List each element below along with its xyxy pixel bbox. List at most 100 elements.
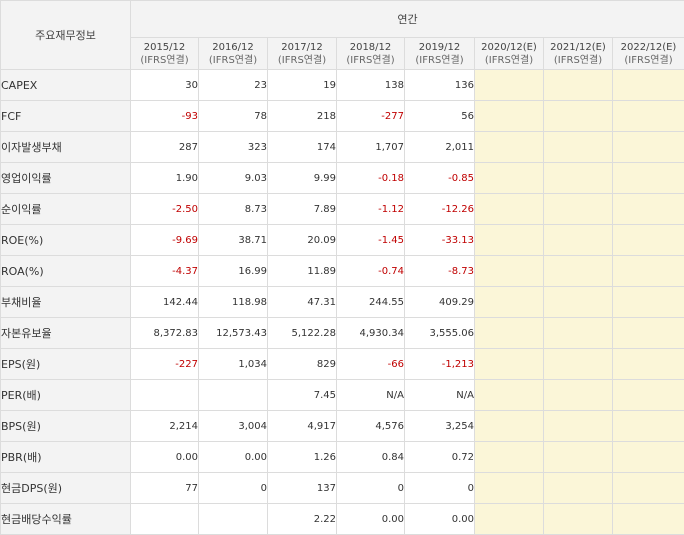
period-header: 2017/12(IFRS연결) bbox=[268, 38, 337, 70]
row-label: ROA(%) bbox=[1, 256, 131, 287]
value-cell: 137 bbox=[268, 473, 337, 504]
value-cell: 23 bbox=[199, 70, 268, 101]
estimate-cell bbox=[475, 70, 544, 101]
period-year: 2020/12(E) bbox=[475, 41, 543, 54]
corner-label: 주요재무정보 bbox=[1, 1, 131, 70]
period-header: 2018/12(IFRS연결) bbox=[337, 38, 405, 70]
row-label: PBR(배) bbox=[1, 442, 131, 473]
value-cell: 3,004 bbox=[199, 411, 268, 442]
period-basis: (IFRS연결) bbox=[199, 54, 267, 67]
value-cell: -0.85 bbox=[405, 163, 475, 194]
value-cell: 0.00 bbox=[337, 504, 405, 535]
estimate-cell bbox=[475, 349, 544, 380]
row-label: 현금배당수익률 bbox=[1, 504, 131, 535]
period-year: 2021/12(E) bbox=[544, 41, 612, 54]
period-header: 2015/12(IFRS연결) bbox=[131, 38, 199, 70]
period-basis: (IFRS연결) bbox=[337, 54, 404, 67]
period-header: 2019/12(IFRS연결) bbox=[405, 38, 475, 70]
value-cell: 47.31 bbox=[268, 287, 337, 318]
period-basis: (IFRS연결) bbox=[268, 54, 336, 67]
value-cell: 323 bbox=[199, 132, 268, 163]
period-year: 2019/12 bbox=[405, 41, 474, 54]
period-year: 2015/12 bbox=[131, 41, 198, 54]
estimate-cell bbox=[613, 70, 684, 101]
value-cell: 16.99 bbox=[199, 256, 268, 287]
value-cell: 38.71 bbox=[199, 225, 268, 256]
value-cell: 244.55 bbox=[337, 287, 405, 318]
value-cell: -4.37 bbox=[131, 256, 199, 287]
value-cell bbox=[199, 380, 268, 411]
row-label: PER(배) bbox=[1, 380, 131, 411]
value-cell: -0.74 bbox=[337, 256, 405, 287]
estimate-cell bbox=[613, 256, 684, 287]
value-cell: 9.99 bbox=[268, 163, 337, 194]
value-cell: 4,917 bbox=[268, 411, 337, 442]
value-cell: -66 bbox=[337, 349, 405, 380]
value-cell: 136 bbox=[405, 70, 475, 101]
value-cell: -277 bbox=[337, 101, 405, 132]
value-cell: 4,930.34 bbox=[337, 318, 405, 349]
value-cell bbox=[131, 380, 199, 411]
value-cell: -9.69 bbox=[131, 225, 199, 256]
estimate-cell bbox=[544, 132, 613, 163]
estimate-cell bbox=[613, 225, 684, 256]
value-cell: 829 bbox=[268, 349, 337, 380]
period-header: 2020/12(E)(IFRS연결) bbox=[475, 38, 544, 70]
row-label: 이자발생부채 bbox=[1, 132, 131, 163]
estimate-cell bbox=[475, 318, 544, 349]
estimate-cell bbox=[475, 163, 544, 194]
estimate-cell bbox=[613, 442, 684, 473]
value-cell: -2.50 bbox=[131, 194, 199, 225]
value-cell: 2.22 bbox=[268, 504, 337, 535]
estimate-cell bbox=[544, 163, 613, 194]
value-cell: 1,707 bbox=[337, 132, 405, 163]
value-cell: 0 bbox=[199, 473, 268, 504]
estimate-cell bbox=[544, 442, 613, 473]
estimate-cell bbox=[475, 442, 544, 473]
period-year: 2017/12 bbox=[268, 41, 336, 54]
value-cell: 0.72 bbox=[405, 442, 475, 473]
value-cell: -33.13 bbox=[405, 225, 475, 256]
value-cell: 218 bbox=[268, 101, 337, 132]
value-cell bbox=[199, 504, 268, 535]
row-label: 자본유보율 bbox=[1, 318, 131, 349]
estimate-cell bbox=[544, 411, 613, 442]
period-basis: (IFRS연결) bbox=[544, 54, 612, 67]
value-cell: 1,034 bbox=[199, 349, 268, 380]
value-cell: 12,573.43 bbox=[199, 318, 268, 349]
estimate-cell bbox=[475, 194, 544, 225]
value-cell: 7.45 bbox=[268, 380, 337, 411]
value-cell: 138 bbox=[337, 70, 405, 101]
estimate-cell bbox=[475, 256, 544, 287]
value-cell: 8.73 bbox=[199, 194, 268, 225]
value-cell: -1.45 bbox=[337, 225, 405, 256]
period-basis: (IFRS연결) bbox=[405, 54, 474, 67]
estimate-cell bbox=[475, 225, 544, 256]
value-cell: 30 bbox=[131, 70, 199, 101]
period-header: 2021/12(E)(IFRS연결) bbox=[544, 38, 613, 70]
estimate-cell bbox=[613, 132, 684, 163]
value-cell: -1.12 bbox=[337, 194, 405, 225]
period-year: 2016/12 bbox=[199, 41, 267, 54]
estimate-cell bbox=[613, 163, 684, 194]
estimate-cell bbox=[544, 473, 613, 504]
value-cell: 287 bbox=[131, 132, 199, 163]
estimate-cell bbox=[544, 70, 613, 101]
period-header: 2016/12(IFRS연결) bbox=[199, 38, 268, 70]
value-cell: 5,122.28 bbox=[268, 318, 337, 349]
estimate-cell bbox=[475, 101, 544, 132]
estimate-cell bbox=[544, 318, 613, 349]
row-label: ROE(%) bbox=[1, 225, 131, 256]
estimate-cell bbox=[613, 473, 684, 504]
value-cell: -0.18 bbox=[337, 163, 405, 194]
